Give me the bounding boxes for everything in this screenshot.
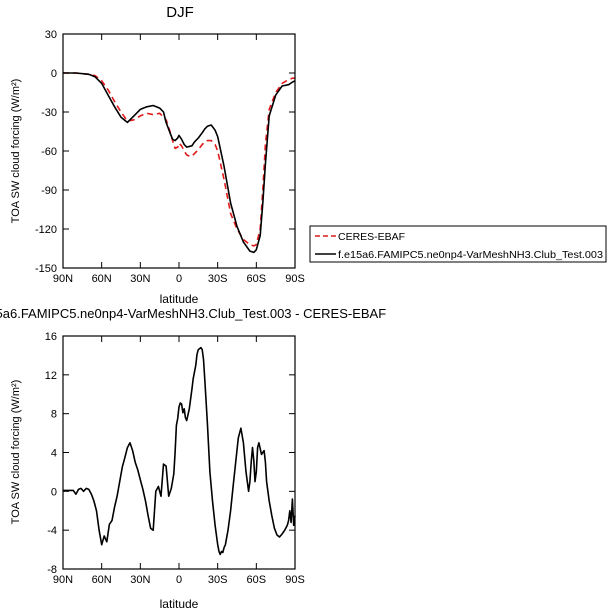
- top-x-tick-label: 60N: [92, 273, 112, 285]
- legend: CERES-EBAF f.e15a6.FAMIPC5.ne0np4-VarMes…: [309, 225, 607, 263]
- bottom-panel: f.e15a6.FAMIPC5.ne0np4-VarMeshNH3.Club_T…: [0, 306, 386, 611]
- bottom-x-tick-label: 90S: [285, 574, 305, 586]
- top-x-tick-label: 30N: [130, 273, 150, 285]
- top-y-tick-label: -120: [35, 224, 57, 236]
- bottom-gridlines: 90N 60N 30N 0 30S 60S 90S 16 12 8 4 0 -4 -8: [45, 331, 305, 586]
- top-x-tick-label: 90S: [285, 273, 305, 285]
- top-series-ceres-line: [63, 72, 295, 247]
- bottom-x-tick-label: 30S: [208, 574, 228, 586]
- bottom-y-tick-label: 4: [51, 448, 57, 460]
- legend-model-label: f.e15a6.FAMIPC5.ne0np4-VarMeshNH3.Club_T…: [338, 250, 603, 261]
- top-x-tick-label: 30S: [208, 273, 228, 285]
- bottom-series-difference-line: [63, 346, 296, 556]
- legend-box: [309, 225, 607, 263]
- bottom-plot-frame: [62, 335, 296, 570]
- figure-title: DJF: [166, 4, 194, 21]
- bottom-x-tick-label: 0: [176, 574, 182, 586]
- bottom-y-tick-label: 12: [45, 370, 57, 382]
- bottom-x-tick-label: 60N: [92, 574, 112, 586]
- bottom-y-tick-label: -8: [47, 564, 57, 576]
- bottom-x-axis-label: latitude: [160, 597, 199, 611]
- bottom-y-tick-label: 16: [45, 331, 57, 343]
- bottom-y-tick-label: 8: [51, 409, 57, 421]
- top-y-tick-label: -90: [41, 185, 57, 197]
- bottom-x-tick-label: 60S: [247, 574, 267, 586]
- top-y-tick-label: -60: [41, 146, 57, 158]
- top-y-tick-label: -30: [41, 107, 57, 119]
- top-x-axis-label: latitude: [160, 292, 199, 306]
- top-x-tick-label: 0: [176, 273, 182, 285]
- top-panel: 90N 60N 30N 0 30S 60S 90S300-30-60-90-120-150 …: [10, 29, 305, 306]
- legend-ceres-label: CERES-EBAF: [338, 231, 405, 243]
- bottom-x-tick-label: 30N: [130, 574, 150, 586]
- top-series-model-line: [63, 72, 296, 254]
- top-y-tick-label: 30: [45, 29, 57, 41]
- top-y-tick-label: 0: [51, 68, 57, 80]
- bottom-y-tick-label: -4: [47, 525, 57, 537]
- bottom-x-tick-label: 90N: [53, 574, 73, 586]
- top-gridlines: 90N 60N 30N 0 30S 60S 90S 30 0 -30 -60 -90 -120 -150: [35, 29, 305, 285]
- top-y-tick-label: -150: [35, 263, 57, 275]
- top-x-tick-label: 60S: [247, 273, 267, 285]
- top-plot-frame: [62, 33, 296, 269]
- bottom-y-tick-label: 0: [51, 486, 57, 498]
- bottom-chart-title: f.e15a6.FAMIPC5.ne0np4-VarMeshNH3.Club_T…: [0, 306, 386, 321]
- top-x-tick-label: 90N: [53, 273, 73, 285]
- top-y-axis-label: TOA SW cloud forcing (W/m²): [10, 79, 22, 224]
- bottom-y-axis-label: TOA SW cloud forcing (W/m²): [10, 380, 22, 525]
